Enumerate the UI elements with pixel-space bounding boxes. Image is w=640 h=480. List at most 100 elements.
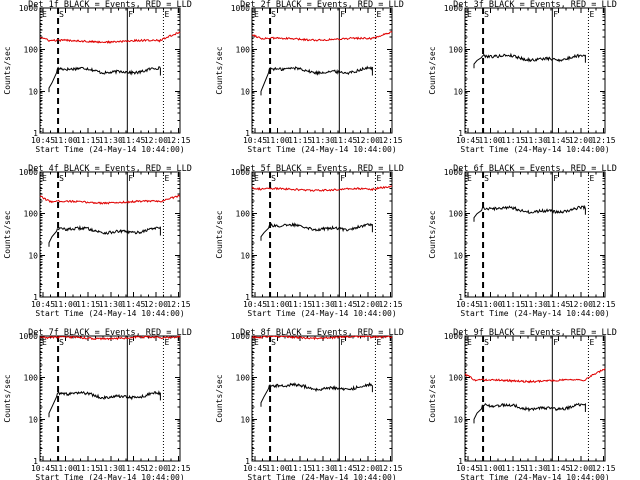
x-tick-label: 11:00 [54, 464, 78, 473]
x-tick-label: 10:45 [31, 464, 55, 473]
y-axis-label: Counts/sec [215, 46, 224, 94]
plot-frame [39, 7, 181, 134]
x-tick-label: 11:30 [99, 464, 123, 473]
y-tick-label: 1000 [19, 4, 38, 13]
marker-label: E [467, 338, 472, 347]
series-lld [251, 185, 393, 192]
y-tick-label: 100 [449, 210, 464, 219]
y-axis-label: Counts/sec [3, 374, 12, 422]
plot-frame [39, 335, 181, 462]
y-tick-label: 100 [236, 210, 251, 219]
x-axis-label: Start Time (24-May-14 10:44:00) [247, 145, 396, 154]
panel-det-2: Det 2f BLACK = Events, RED = LLD 1 10 100 10… [215, 0, 404, 154]
x-tick-label: 12:00 [569, 300, 593, 309]
series-events [48, 390, 161, 418]
marker-label: S [59, 338, 64, 347]
x-tick-label: 11:30 [524, 136, 548, 145]
x-tick-label: 12:00 [144, 136, 168, 145]
x-tick-label: 11:30 [311, 464, 335, 473]
x-tick-label: 12:00 [356, 300, 380, 309]
y-axis-label: Counts/sec [3, 210, 12, 258]
y-tick-label: 100 [236, 46, 251, 55]
panel-title: Det 4f BLACK = Events, RED = LLD [28, 164, 192, 174]
series-events [260, 222, 373, 241]
series-events [260, 65, 373, 96]
x-tick-label: 12:00 [356, 464, 380, 473]
x-tick-label: 11:30 [524, 300, 548, 309]
plot-frame [39, 171, 181, 298]
plot-frame [251, 171, 393, 298]
panel-title: Det 5f BLACK = Events, RED = LLD [240, 164, 404, 174]
y-tick-label: 10 [28, 87, 38, 96]
series-events [260, 381, 373, 407]
x-tick-label: 10:45 [456, 464, 480, 473]
x-tick-label: 12:15 [166, 136, 190, 145]
marker-label: S [59, 10, 64, 19]
series-events [473, 402, 586, 424]
y-axis-label: Counts/sec [3, 46, 12, 94]
x-tick-label: 11:45 [333, 300, 357, 309]
marker-label: S [484, 338, 489, 347]
panel-det-5: Det 5f BLACK = Events, RED = LLD 1 10 100 10… [215, 164, 404, 318]
y-tick-label: 10 [453, 251, 463, 260]
marker-label: F [340, 174, 345, 183]
y-tick-label: 1 [33, 457, 38, 466]
x-tick-label: 12:00 [144, 300, 168, 309]
marker-label: S [271, 174, 276, 183]
marker-label: E [42, 10, 47, 19]
marker-label: F [128, 338, 133, 347]
x-tick-label: 11:15 [76, 136, 100, 145]
y-tick-label: 1 [458, 293, 463, 302]
x-tick-label: 11:30 [99, 136, 123, 145]
y-tick-label: 1 [33, 293, 38, 302]
x-tick-label: 10:45 [243, 136, 267, 145]
series-lld [40, 335, 181, 341]
x-tick-label: 11:15 [501, 464, 525, 473]
panel-title: Det 3f BLACK = Events, RED = LLD [453, 0, 617, 10]
y-tick-label: 1 [245, 457, 250, 466]
panel-det-8: Det 8f BLACK = Events, RED = LLD 1 10 100 10… [215, 328, 404, 480]
panel-det-4: Det 4f BLACK = Events, RED = LLD 1 10 100 10… [3, 164, 192, 318]
series-events [473, 204, 586, 222]
y-tick-label: 10 [240, 251, 250, 260]
x-axis-label: Start Time (24-May-14 10:44:00) [35, 309, 184, 318]
marker-label: E [164, 10, 169, 19]
x-tick-label: 10:45 [243, 300, 267, 309]
y-tick-label: 100 [449, 46, 464, 55]
marker-label: E [164, 174, 169, 183]
x-tick-label: 11:30 [311, 300, 335, 309]
marker-label: F [340, 10, 345, 19]
x-axis-label: Start Time (24-May-14 10:44:00) [460, 309, 609, 318]
y-tick-label: 10 [28, 415, 38, 424]
x-tick-label: 12:00 [356, 136, 380, 145]
marker-label: F [340, 338, 345, 347]
y-axis-label: Counts/sec [428, 210, 437, 258]
series-lld [39, 194, 181, 205]
x-tick-label: 10:45 [31, 300, 55, 309]
x-axis-label: Start Time (24-May-14 10:44:00) [247, 473, 396, 480]
marker-label: S [271, 10, 276, 19]
plot-frame [464, 335, 606, 462]
series-events [48, 66, 161, 93]
series-lld [39, 31, 181, 44]
x-tick-label: 11:00 [266, 464, 290, 473]
marker-label: E [376, 10, 381, 19]
plot-frame [251, 7, 393, 134]
x-tick-label: 11:45 [546, 136, 570, 145]
y-tick-label: 10 [453, 415, 463, 424]
x-tick-label: 11:30 [524, 464, 548, 473]
x-tick-label: 12:15 [378, 136, 402, 145]
panel-title: Det 8f BLACK = Events, RED = LLD [240, 328, 404, 338]
marker-label: F [128, 174, 133, 183]
x-tick-label: 12:15 [591, 136, 615, 145]
x-tick-label: 12:15 [591, 464, 615, 473]
x-tick-label: 10:45 [456, 300, 480, 309]
x-tick-label: 12:15 [166, 464, 190, 473]
x-tick-label: 12:15 [166, 300, 190, 309]
y-axis-label: Counts/sec [428, 46, 437, 94]
x-axis-label: Start Time (24-May-14 10:44:00) [460, 145, 609, 154]
x-tick-label: 11:00 [266, 300, 290, 309]
x-tick-label: 11:30 [99, 300, 123, 309]
x-tick-label: 11:45 [546, 464, 570, 473]
x-tick-label: 11:15 [288, 300, 312, 309]
